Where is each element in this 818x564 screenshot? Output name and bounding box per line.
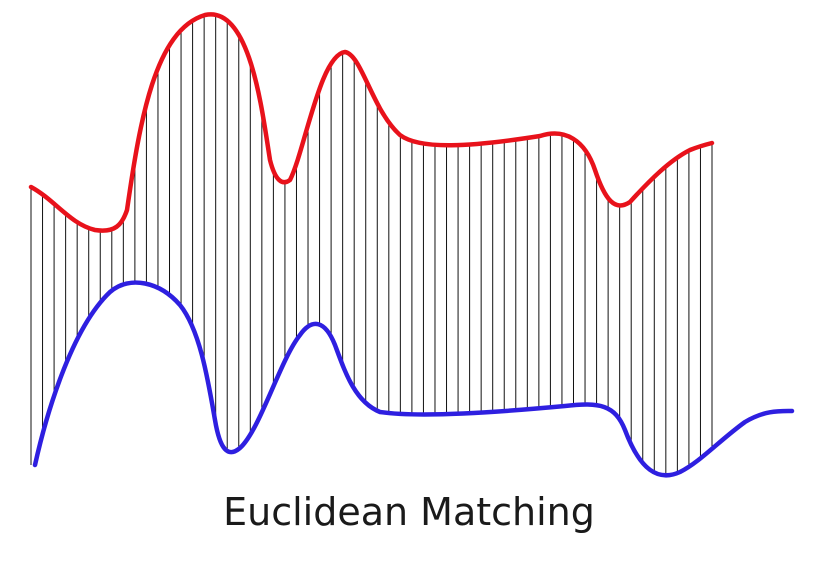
diagram-caption: Euclidean Matching <box>223 490 595 534</box>
matching-lines <box>30 14 713 476</box>
red-time-series-curve <box>28 12 715 233</box>
blue-time-series-curve <box>32 280 795 478</box>
